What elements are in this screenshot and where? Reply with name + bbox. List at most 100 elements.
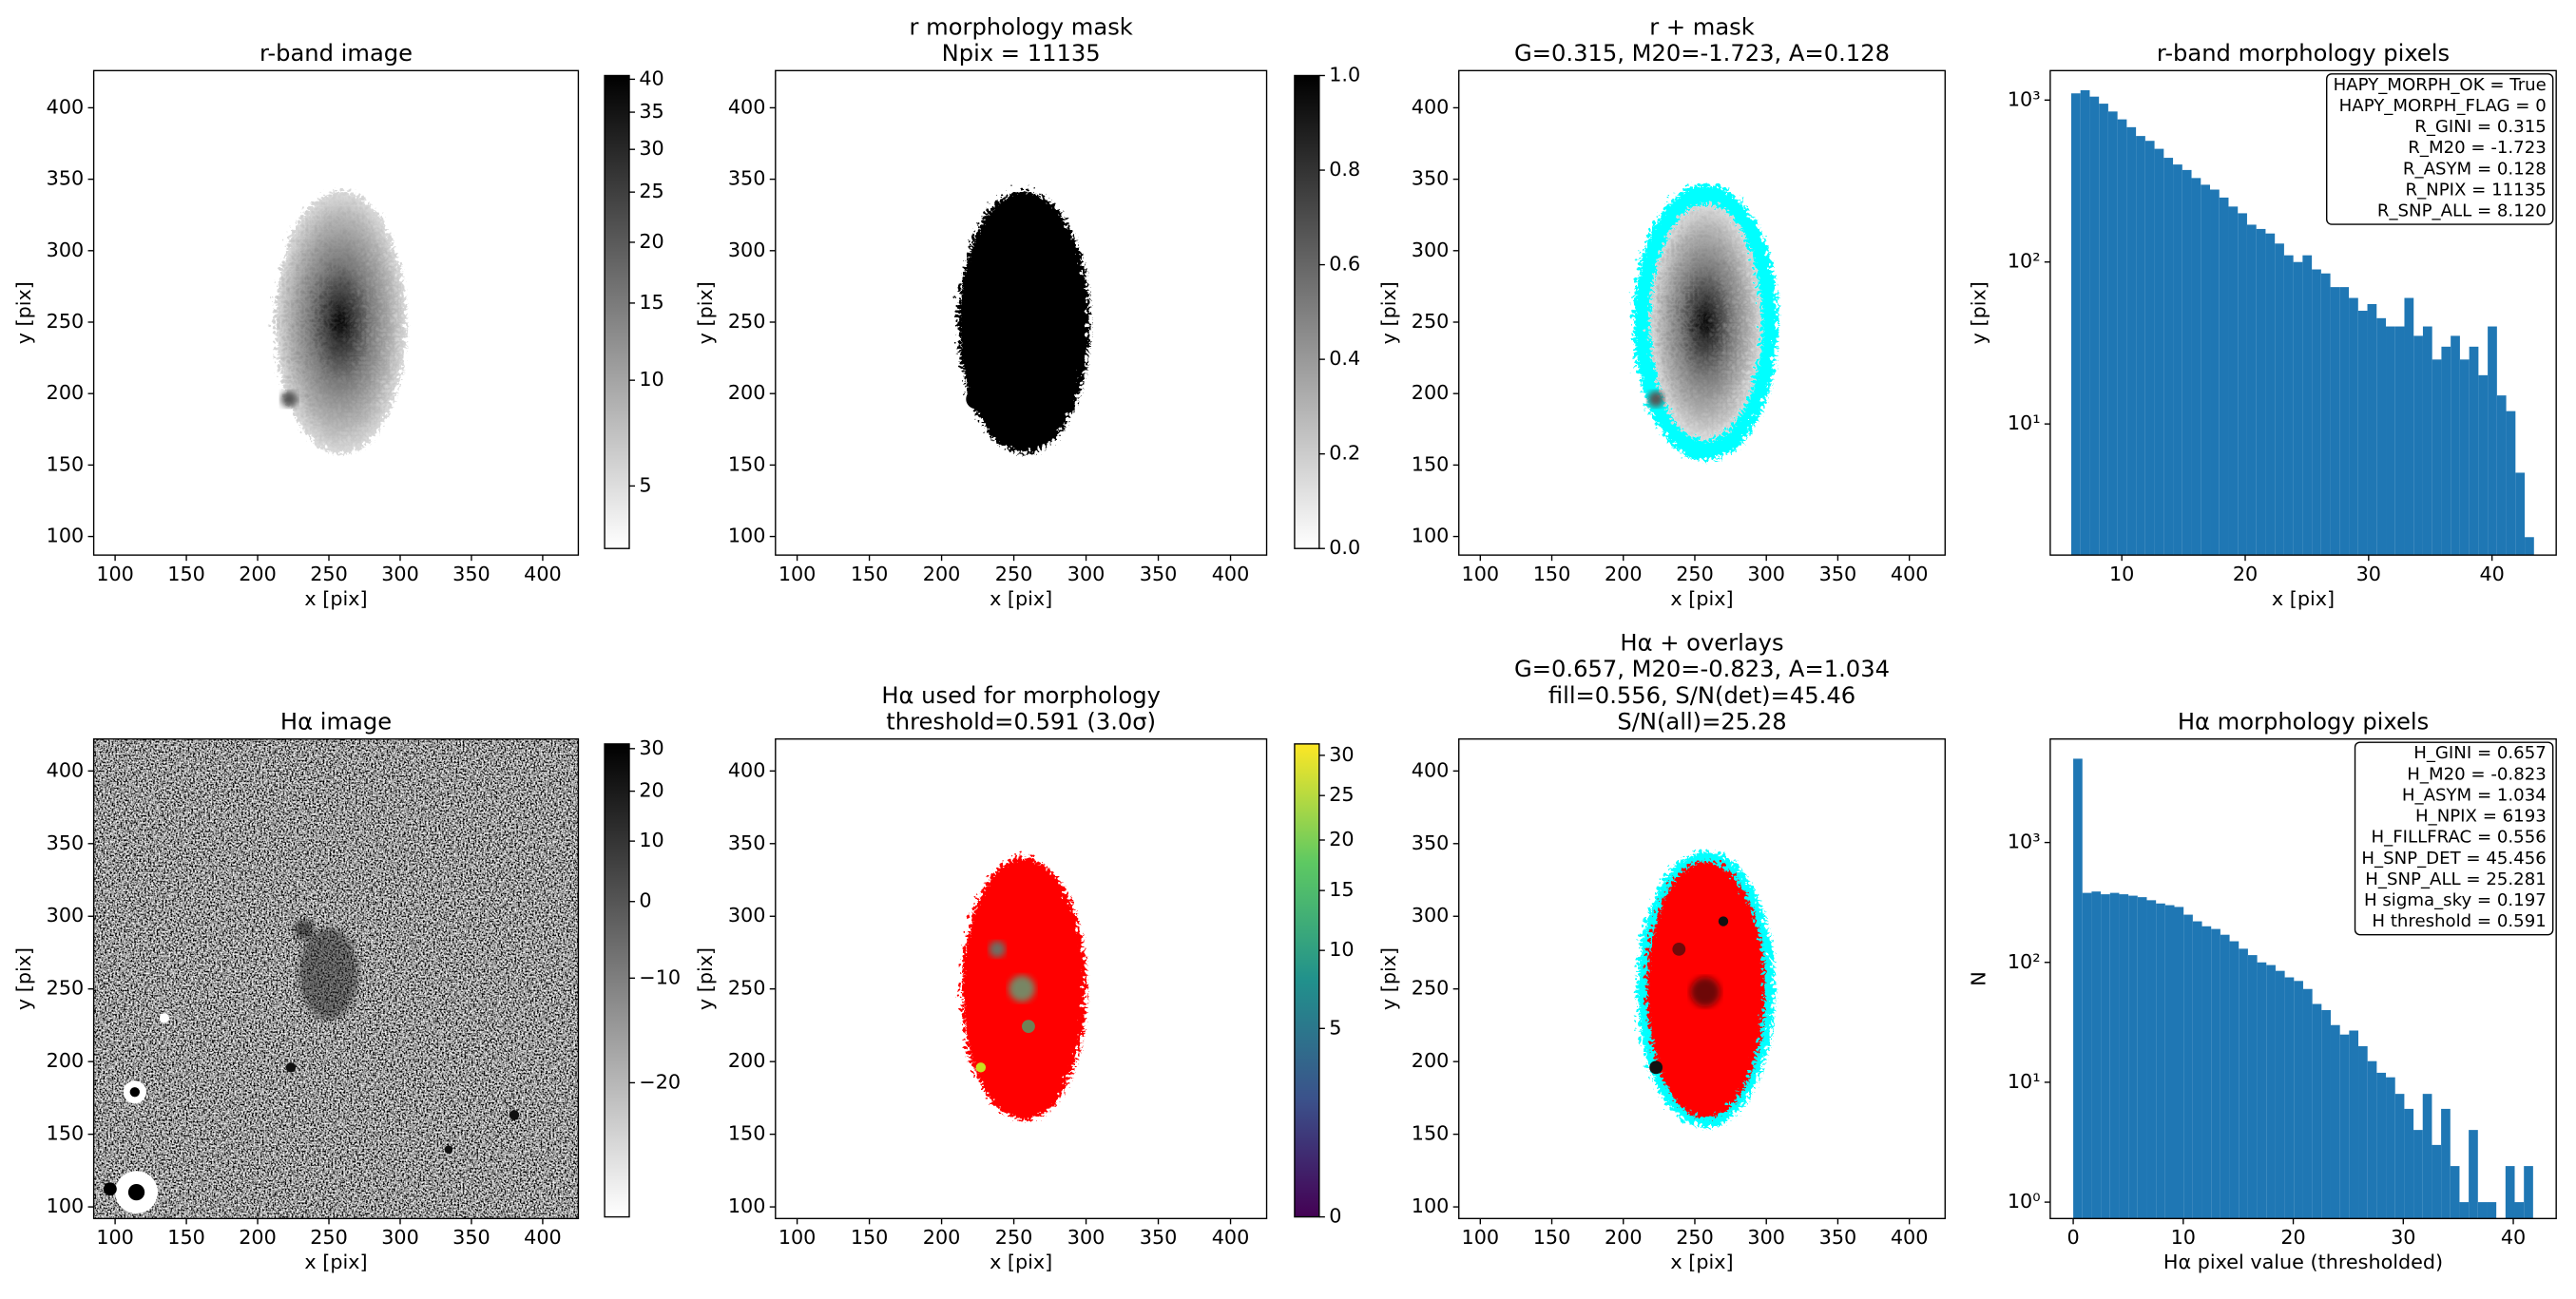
y-tick-label: 300	[728, 239, 766, 261]
bar	[2211, 928, 2220, 1219]
bar	[2496, 395, 2507, 556]
axes-frame	[775, 737, 1268, 1220]
x-tick-label: 20	[2233, 563, 2258, 585]
bar	[2136, 136, 2145, 556]
star-core	[129, 1087, 140, 1098]
bar	[2422, 326, 2432, 556]
y-tick-label: 100	[47, 1194, 85, 1217]
bar	[2339, 287, 2350, 556]
bar	[2404, 1108, 2414, 1219]
bar	[2386, 1077, 2395, 1219]
y-tick-label: 10¹	[2008, 1070, 2041, 1093]
emission	[1022, 1020, 1035, 1034]
bar	[2321, 1009, 2331, 1219]
colorbar-tick-label: 1.0	[1329, 63, 1360, 86]
axes-frame	[92, 737, 580, 1220]
bar	[2459, 359, 2470, 556]
bar	[2163, 158, 2174, 556]
y-tick-label: 250	[728, 310, 766, 333]
star-core	[127, 1184, 145, 1201]
x-tick-label: 400	[1212, 1226, 1250, 1249]
annotation-line: H_ASYM = 1.034	[2402, 785, 2547, 805]
colorbar-tick-label: 10	[639, 368, 663, 391]
y-axis-label: y [pix]	[12, 947, 35, 1010]
bar	[2220, 934, 2230, 1219]
y-tick-label: 10³	[2008, 87, 2041, 110]
x-axis-label: x [pix]	[1670, 587, 1733, 610]
axes-frame	[2049, 69, 2557, 556]
bar	[2432, 359, 2442, 556]
y-tick-label: 10²	[2008, 250, 2041, 273]
annotation-line: R_NPIX = 11135	[2406, 180, 2547, 200]
y-tick-label: 400	[728, 95, 766, 118]
bar	[2284, 977, 2295, 1219]
colorbar-tick-label: 0	[639, 889, 651, 912]
bar	[2488, 326, 2497, 556]
chart-title: fill=0.556, S/N(det)=45.46	[1548, 682, 1855, 709]
halpha-image	[93, 738, 579, 1219]
bar	[2137, 897, 2147, 1219]
y-axis-label: y [pix]	[12, 281, 35, 344]
bar	[2505, 1166, 2515, 1219]
bar	[2450, 1166, 2460, 1219]
y-tick-label: 100	[1412, 1194, 1450, 1217]
y-tick-label: 200	[728, 1049, 766, 1072]
bar	[2229, 941, 2240, 1219]
y-tick-label: 10³	[2008, 831, 2041, 853]
colorbar-tick-label: 0	[1329, 1205, 1341, 1228]
star-core	[103, 1182, 117, 1196]
x-tick-label: 300	[381, 1226, 419, 1249]
colorbar-tick-label: 0.0	[1329, 536, 1360, 559]
bar	[2294, 981, 2303, 1219]
x-tick-label: 150	[851, 563, 889, 585]
y-tick-label: 100	[47, 525, 85, 547]
bar	[2089, 96, 2100, 556]
x-tick-label: 300	[1067, 563, 1105, 585]
bar	[2358, 1045, 2368, 1219]
bar	[2256, 228, 2266, 556]
colorbar-tick-label: 25	[1329, 783, 1354, 806]
y-tick-label: 250	[47, 310, 85, 333]
bar	[2156, 903, 2165, 1219]
x-tick-label: 20	[2280, 1226, 2305, 1249]
colorbar-tick-label: −10	[639, 965, 681, 988]
bar	[2469, 346, 2479, 556]
y-tick-label: 100	[1412, 525, 1450, 547]
x-tick-label: 300	[381, 563, 419, 585]
y-tick-label: 300	[47, 239, 85, 261]
y-tick-label: 250	[47, 977, 85, 1000]
bar	[2266, 965, 2276, 1219]
chart-title: threshold=0.591 (3.0σ)	[886, 708, 1156, 735]
bar	[2257, 962, 2267, 1219]
bar	[2128, 895, 2138, 1219]
bar	[2191, 178, 2201, 556]
bar	[2201, 926, 2212, 1219]
annotation-line: H_NPIX = 6193	[2415, 807, 2547, 827]
y-tick-label: 350	[728, 831, 766, 854]
x-tick-label: 150	[851, 1226, 889, 1249]
x-tick-label: 350	[1819, 563, 1857, 585]
y-axis-label: N	[1968, 971, 1990, 985]
colorbar-tick-label: 0.6	[1329, 253, 1360, 276]
axes-frame	[775, 69, 1268, 556]
colorbar	[604, 743, 630, 1218]
chart-title: Hα + overlays	[1620, 629, 1783, 656]
bar	[2082, 892, 2092, 1219]
y-tick-label: 10⁰	[2008, 1190, 2041, 1213]
chart-title: Npix = 11135	[942, 40, 1101, 67]
x-tick-label: 100	[96, 1226, 134, 1249]
y-tick-label: 150	[728, 1122, 766, 1145]
bar	[2228, 206, 2239, 556]
x-tick-label: 150	[1533, 563, 1571, 585]
y-axis-label: y [pix]	[1377, 947, 1400, 1010]
y-tick-label: 350	[47, 167, 85, 190]
y-axis-label: y [pix]	[1377, 281, 1400, 344]
x-axis-label: x [pix]	[990, 1251, 1052, 1273]
x-axis-label: x [pix]	[304, 587, 367, 610]
chart-title: r morphology mask	[910, 13, 1133, 40]
annotation-line: H_M20 = -0.823	[2407, 764, 2547, 784]
bar	[2174, 907, 2184, 1219]
x-axis-label: x [pix]	[2272, 587, 2335, 610]
halpha-used-image	[957, 853, 1083, 1118]
